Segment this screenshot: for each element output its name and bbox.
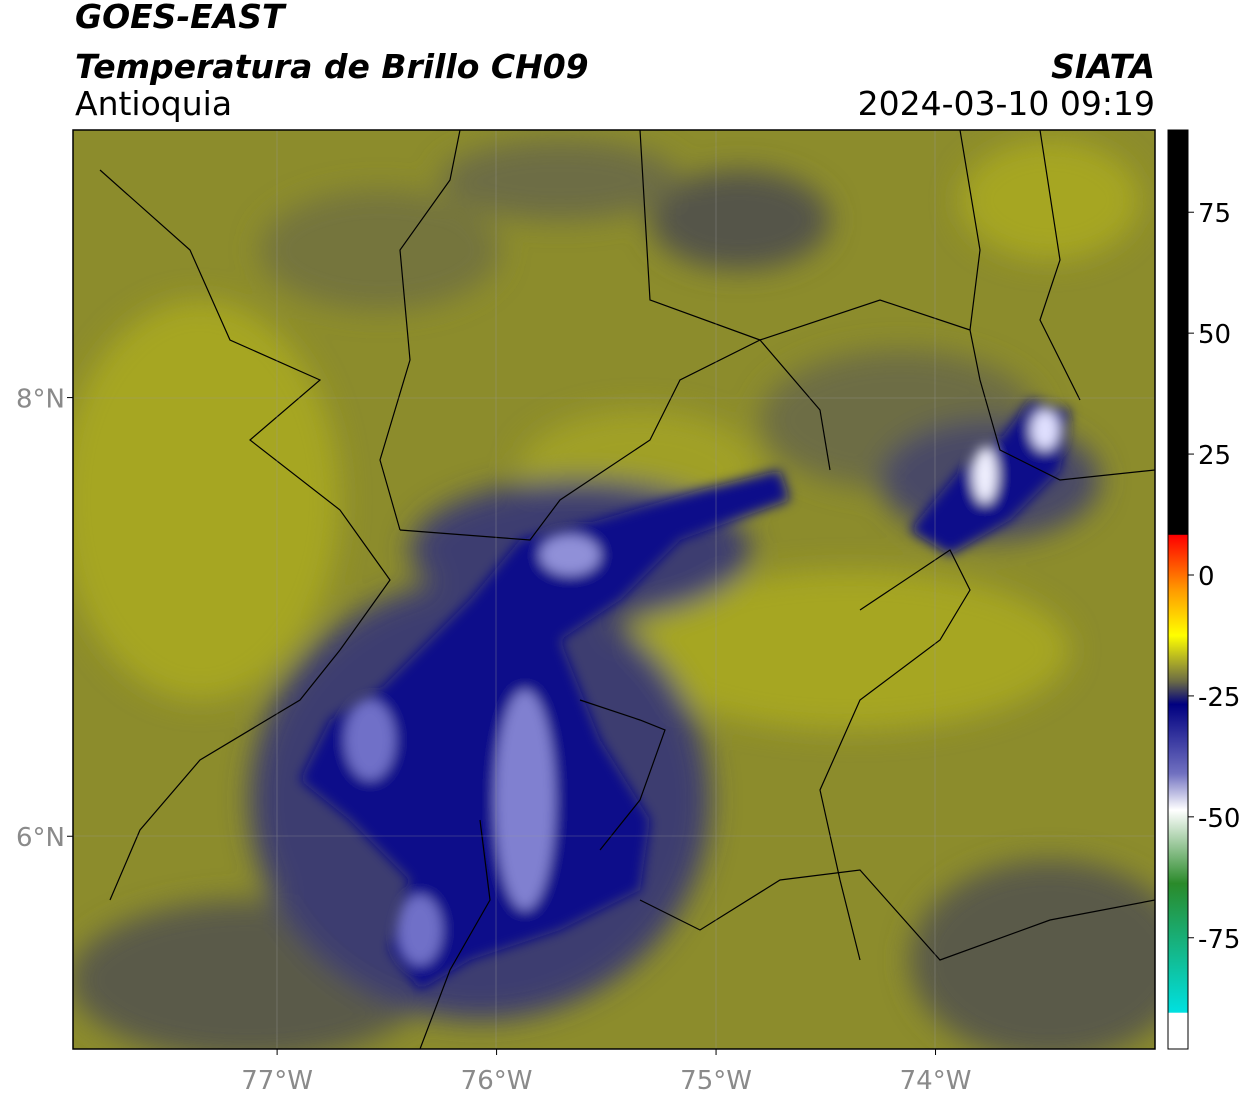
source: SIATA [1051, 47, 1155, 86]
title: GOES-EAST [75, 0, 287, 36]
colorbar-tick-label: -75 [1198, 925, 1240, 955]
satellite-image [73, 130, 1155, 1049]
lon-tick-label: 76°W [461, 1066, 533, 1096]
colorbar-tick-label: 0 [1198, 562, 1215, 592]
lat-tick-label: 6°N [16, 823, 65, 853]
colorbar [1167, 129, 1189, 1050]
lat-tick-label: 8°N [16, 385, 65, 415]
datetime: 2024-03-10 09:19 [858, 84, 1155, 123]
subtitle: Temperatura de Brillo CH09 [75, 47, 589, 86]
lon-tick-label: 77°W [241, 1066, 313, 1096]
map-frame [72, 129, 1156, 1050]
colorbar-tick-label: -25 [1198, 683, 1240, 713]
colorbar-tick-label: 25 [1198, 441, 1231, 471]
colorbar-tick-label: 50 [1198, 320, 1231, 350]
colorbar-tick-label: 75 [1198, 199, 1231, 229]
lon-tick-label: 75°W [680, 1066, 752, 1096]
colorbar-tick-label: -50 [1198, 804, 1240, 834]
lon-tick-label: 74°W [900, 1066, 972, 1096]
ticks: 77°W 76°W 75°W 74°W 8°N 6°N 75 50 25 0 -25 -50 -75 [16, 199, 1240, 1096]
region: Antioquia [75, 84, 232, 123]
